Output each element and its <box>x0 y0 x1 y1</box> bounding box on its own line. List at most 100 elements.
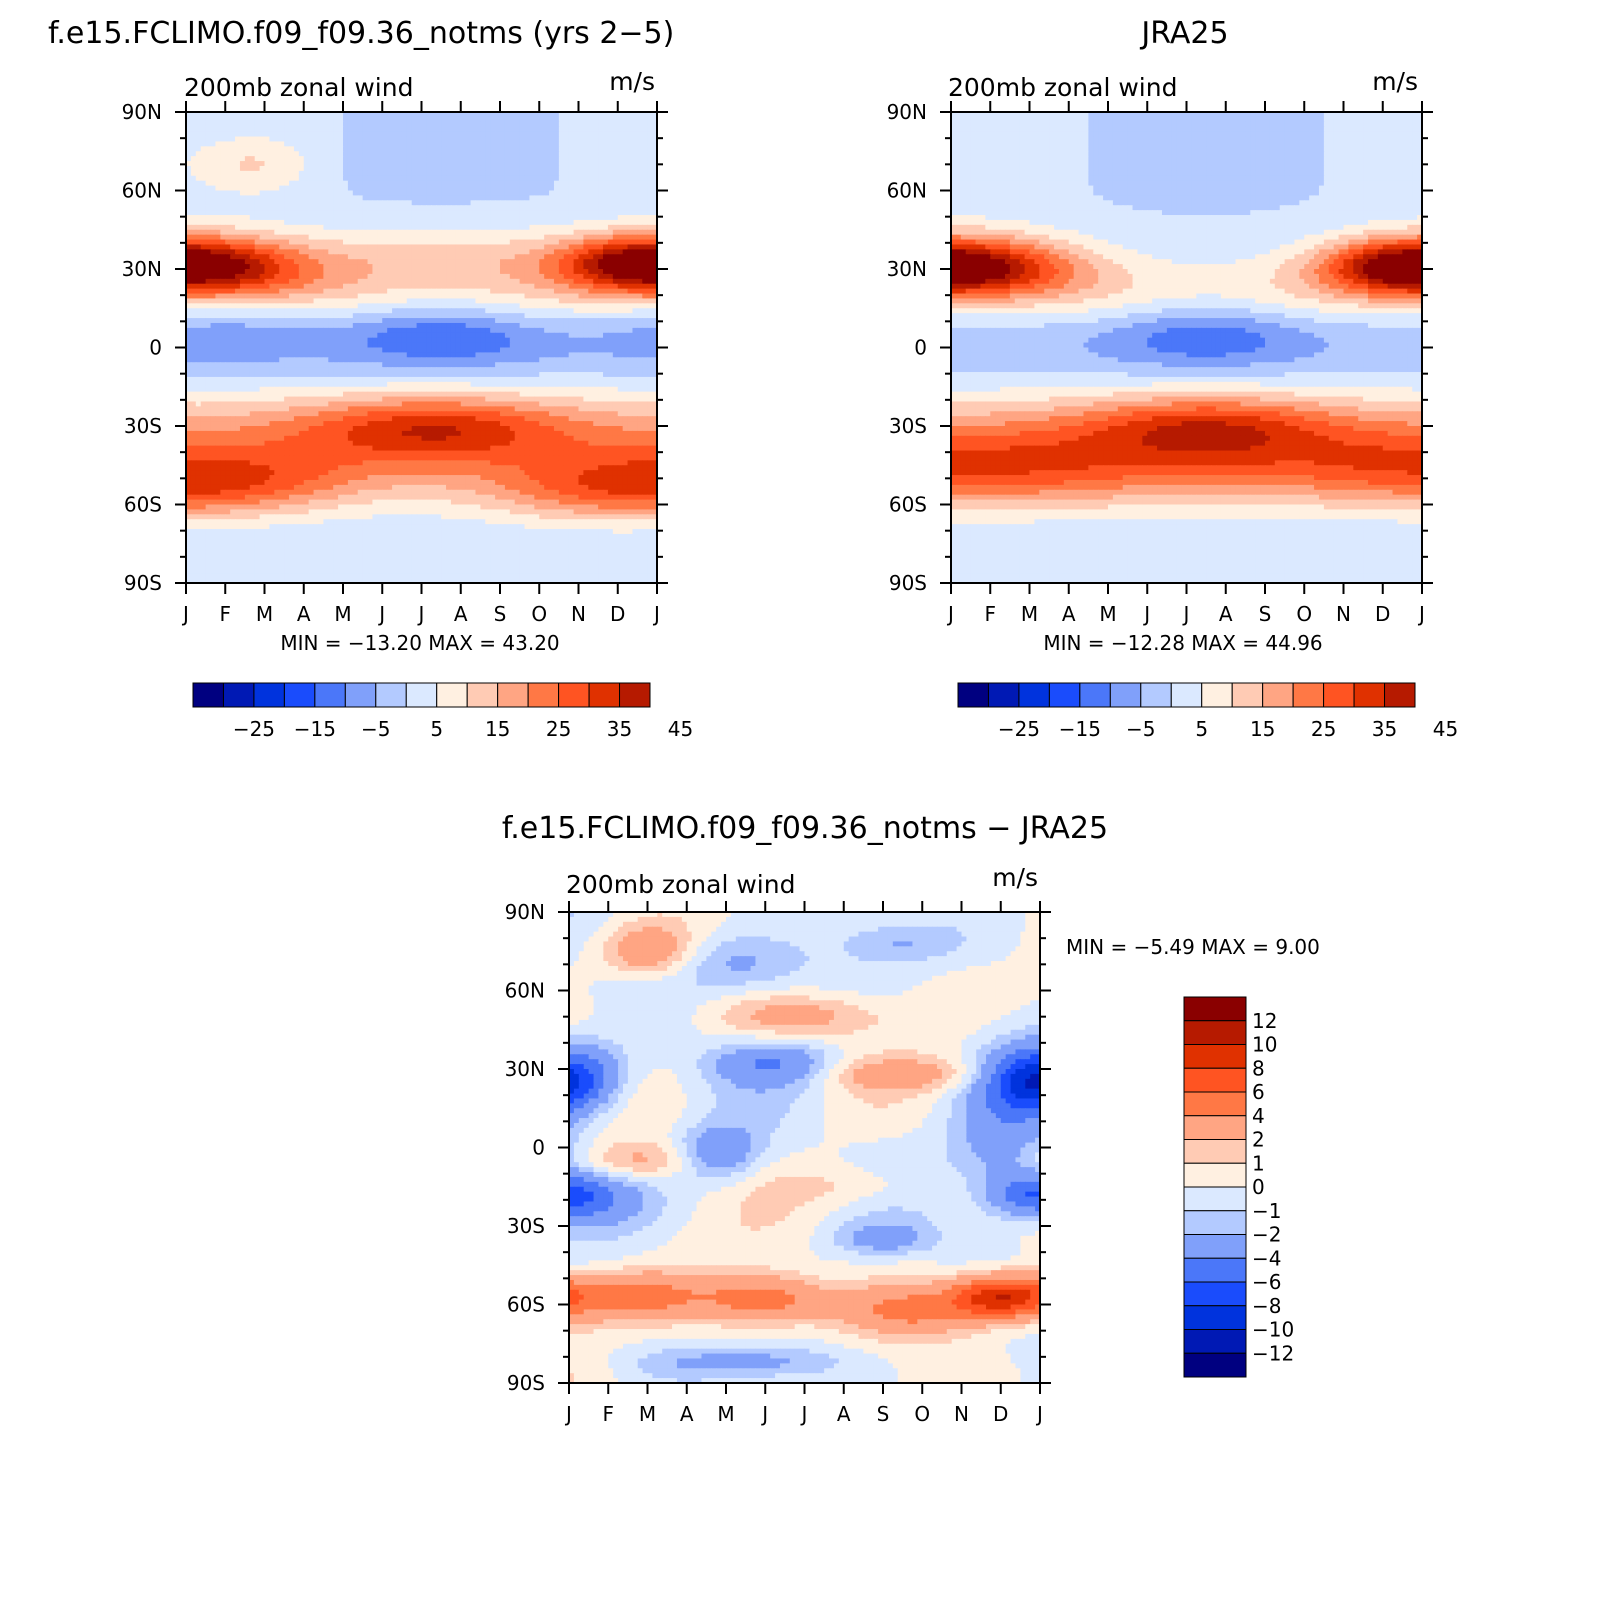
heatmap-cell <box>235 284 241 290</box>
heatmap-cell <box>456 176 462 182</box>
heatmap-cell <box>250 235 256 241</box>
heatmap-cell <box>289 132 295 138</box>
heatmap-cell <box>471 338 477 344</box>
heatmap-cell <box>451 205 457 211</box>
heatmap-cell <box>456 200 462 206</box>
heatmap-cell <box>417 303 423 309</box>
heatmap-cell <box>520 122 526 128</box>
heatmap-cell <box>632 195 638 201</box>
heatmap-cell <box>642 279 648 285</box>
heatmap-cell <box>372 240 378 246</box>
heatmap-cell <box>377 230 383 236</box>
heatmap-cell <box>559 220 565 226</box>
heatmap-cell <box>598 284 604 290</box>
heatmap-cell <box>304 323 310 329</box>
heatmap-cell <box>260 318 266 324</box>
heatmap-cell <box>382 313 388 319</box>
heatmap-cell <box>613 254 619 260</box>
heatmap-cell <box>422 171 428 177</box>
heatmap-cell <box>309 259 315 265</box>
heatmap-cell <box>265 269 271 275</box>
heatmap-cell <box>235 343 241 349</box>
heatmap-cell <box>196 308 202 314</box>
heatmap-cell <box>647 166 653 172</box>
heatmap-cell <box>245 343 251 349</box>
heatmap-cell <box>265 348 271 354</box>
heatmap-cell <box>564 195 570 201</box>
heatmap-cell <box>304 333 310 339</box>
heatmap-cell <box>456 181 462 187</box>
heatmap-cell <box>623 294 629 300</box>
heatmap-cell <box>265 127 271 133</box>
heatmap-cell <box>260 156 266 162</box>
heatmap-cell <box>608 269 614 275</box>
heatmap-cell <box>564 161 570 167</box>
heatmap-cell <box>515 200 521 206</box>
heatmap-cell <box>608 313 614 319</box>
heatmap-cell <box>515 240 521 246</box>
heatmap-cell <box>309 171 315 177</box>
heatmap-cell <box>387 254 393 260</box>
heatmap-cell <box>407 181 413 187</box>
heatmap-cell <box>372 151 378 157</box>
heatmap-cell <box>456 338 462 344</box>
heatmap-cell <box>579 323 585 329</box>
heatmap-cell <box>456 141 462 147</box>
heatmap-cell <box>647 132 653 138</box>
heatmap-cell <box>559 205 565 211</box>
heatmap-cell <box>215 362 221 368</box>
heatmap-cell <box>495 117 501 123</box>
heatmap-cell <box>215 215 221 221</box>
heatmap-cell <box>299 303 305 309</box>
heatmap-cell <box>265 357 271 363</box>
heatmap-cell <box>441 230 447 236</box>
heatmap-cell <box>358 200 364 206</box>
heatmap-cell <box>471 313 477 319</box>
heatmap-cell <box>392 259 398 265</box>
heatmap-cell <box>377 298 383 304</box>
heatmap-cell <box>333 181 339 187</box>
heatmap-cell <box>382 298 388 304</box>
heatmap-cell <box>392 254 398 260</box>
heatmap-cell <box>294 244 300 250</box>
heatmap-cell <box>446 240 452 246</box>
heatmap-cell <box>608 166 614 172</box>
heatmap-cell <box>520 333 526 339</box>
heatmap-cell <box>525 294 531 300</box>
heatmap-cell <box>284 343 290 349</box>
heatmap-cell <box>314 166 320 172</box>
heatmap-cell <box>255 230 261 236</box>
heatmap-cell <box>245 284 251 290</box>
heatmap-cell <box>274 318 280 324</box>
heatmap-cell <box>466 254 472 260</box>
heatmap-cell <box>269 352 275 358</box>
heatmap-cell <box>598 166 604 172</box>
heatmap-cell <box>314 328 320 334</box>
heatmap-cell <box>323 117 329 123</box>
heatmap-cell <box>525 146 531 152</box>
heatmap-cell <box>559 269 565 275</box>
heatmap-cell <box>642 348 648 354</box>
heatmap-cell <box>372 298 378 304</box>
heatmap-cell <box>201 279 207 285</box>
heatmap-cell <box>579 225 585 231</box>
heatmap-cell <box>618 244 624 250</box>
heatmap-cell <box>230 348 236 354</box>
heatmap-cell <box>240 171 246 177</box>
heatmap-cell <box>279 274 285 280</box>
heatmap-cell <box>343 171 349 177</box>
heatmap-cell <box>417 264 423 270</box>
heatmap-cell <box>431 294 437 300</box>
heatmap-cell <box>230 195 236 201</box>
heatmap-cell <box>353 254 359 260</box>
heatmap-cell <box>490 303 496 309</box>
heatmap-cell <box>613 205 619 211</box>
heatmap-cell <box>441 195 447 201</box>
heatmap-cell <box>328 308 334 314</box>
heatmap-cell <box>480 269 486 275</box>
heatmap-cell <box>583 328 589 334</box>
heatmap-cell <box>417 171 423 177</box>
heatmap-cell <box>500 156 506 162</box>
heatmap-cell <box>426 132 432 138</box>
heatmap-cell <box>505 156 511 162</box>
